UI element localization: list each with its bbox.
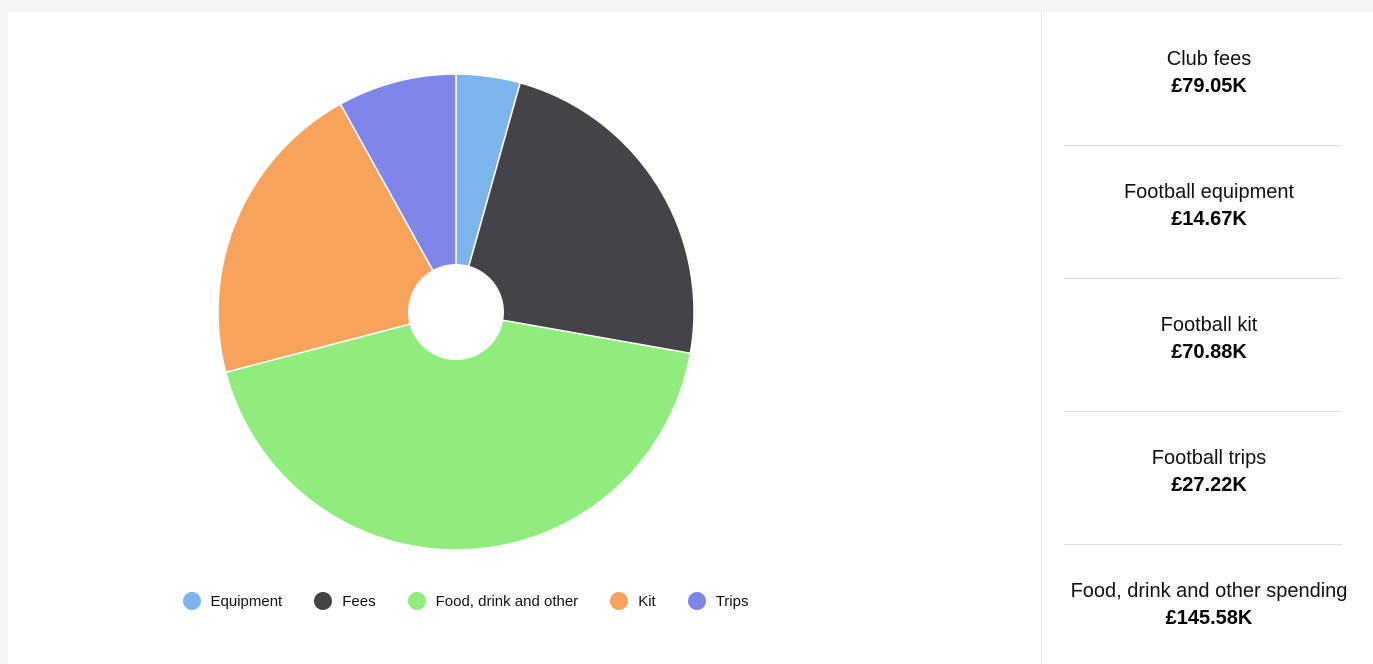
stats-panel: Club fees £79.05K Football equipment £14… <box>1042 12 1373 664</box>
stat-club-fees: Club fees £79.05K <box>1064 46 1354 100</box>
stat-football-trips: Football trips £27.22K <box>1064 445 1354 499</box>
stat-value: £79.05K <box>1171 75 1247 97</box>
legend-label: Kit <box>638 592 656 610</box>
pie-slice-fees[interactable] <box>455 81 695 355</box>
chart-area: Equipment Fees Food, drink and other Kit… <box>8 12 1041 664</box>
legend-swatch <box>182 592 201 610</box>
legend-item-trips[interactable]: Trips <box>687 592 749 610</box>
legend: Equipment Fees Food, drink and other Kit… <box>8 592 923 610</box>
pie-slice-kit[interactable] <box>217 102 458 374</box>
legend-item-fees[interactable]: Fees <box>314 592 376 610</box>
vertical-divider <box>1041 12 1042 664</box>
legend-item-equipment[interactable]: Equipment <box>182 592 283 610</box>
legend-swatch <box>407 592 426 610</box>
legend-label: Fees <box>342 592 376 610</box>
legend-swatch <box>314 592 333 610</box>
stat-divider <box>1064 411 1342 412</box>
stat-value: £27.22K <box>1171 474 1247 496</box>
legend-label: Trips <box>715 592 749 610</box>
legend-item-food[interactable]: Food, drink and other <box>407 592 579 610</box>
legend-item-kit[interactable]: Kit <box>610 592 656 610</box>
legend-label: Food, drink and other <box>435 592 579 610</box>
chart-card: Equipment Fees Food, drink and other Kit… <box>8 12 1373 664</box>
pie-slice-food-drink-and-other[interactable] <box>224 311 692 551</box>
stat-label: Football trips <box>1151 447 1267 469</box>
donut-hole <box>408 264 504 360</box>
legend-swatch <box>687 592 706 610</box>
legend-label: Equipment <box>210 592 283 610</box>
stat-label: Football kit <box>1160 314 1258 336</box>
stat-divider <box>1064 145 1342 146</box>
pie-chart <box>217 73 695 551</box>
legend-swatch <box>610 592 629 610</box>
stat-football-kit: Football kit £70.88K <box>1064 312 1354 366</box>
stat-label: Club fees <box>1166 48 1252 70</box>
stat-label: Football equipment <box>1123 181 1295 203</box>
stat-value: £145.58K <box>1165 607 1253 629</box>
stat-divider <box>1064 544 1342 545</box>
stat-football-equipment: Football equipment £14.67K <box>1064 179 1354 233</box>
stat-label: Food, drink and other spending <box>1070 580 1348 602</box>
stat-value: £14.67K <box>1171 208 1247 230</box>
stat-value: £70.88K <box>1171 341 1247 363</box>
stat-divider <box>1064 278 1342 279</box>
pie-slice-trips[interactable] <box>339 73 457 315</box>
stat-food-drink-other: Food, drink and other spending £145.58K <box>1064 578 1354 632</box>
